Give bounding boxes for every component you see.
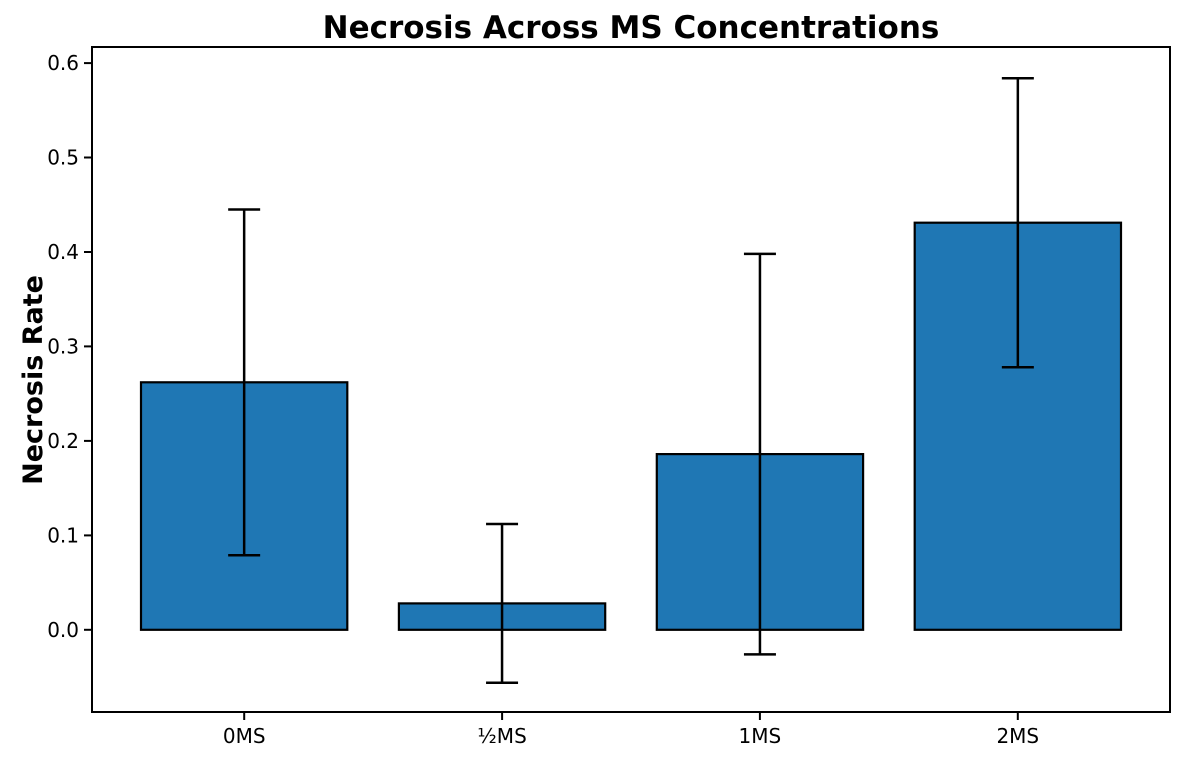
- y-axis-label: Necrosis Rate: [18, 275, 49, 485]
- x-tick-label-ms: ½MS: [477, 724, 526, 748]
- y-tick-label: 0.6: [47, 51, 79, 75]
- axes-spines: [91, 46, 1171, 713]
- y-tick-label: 0.5: [47, 146, 79, 170]
- chart-title: Necrosis Across MS Concentrations: [323, 10, 940, 46]
- x-tick-label-0ms: 0MS: [223, 724, 266, 748]
- y-tick-label: 0.0: [47, 618, 79, 642]
- plot-area: 0.0 0.1 0.2 0.3 0.4 0.5 0.6 0MS ½MS 1MS 2MS: [47, 46, 1171, 748]
- x-tick-label-2ms: 2MS: [996, 724, 1039, 748]
- y-tick-label: 0.1: [47, 523, 79, 547]
- y-tick-label: 0.4: [47, 240, 79, 264]
- y-tick-label: 0.2: [47, 429, 79, 453]
- y-tick-label: 0.3: [47, 334, 79, 358]
- x-tick-label-1ms: 1MS: [739, 724, 782, 748]
